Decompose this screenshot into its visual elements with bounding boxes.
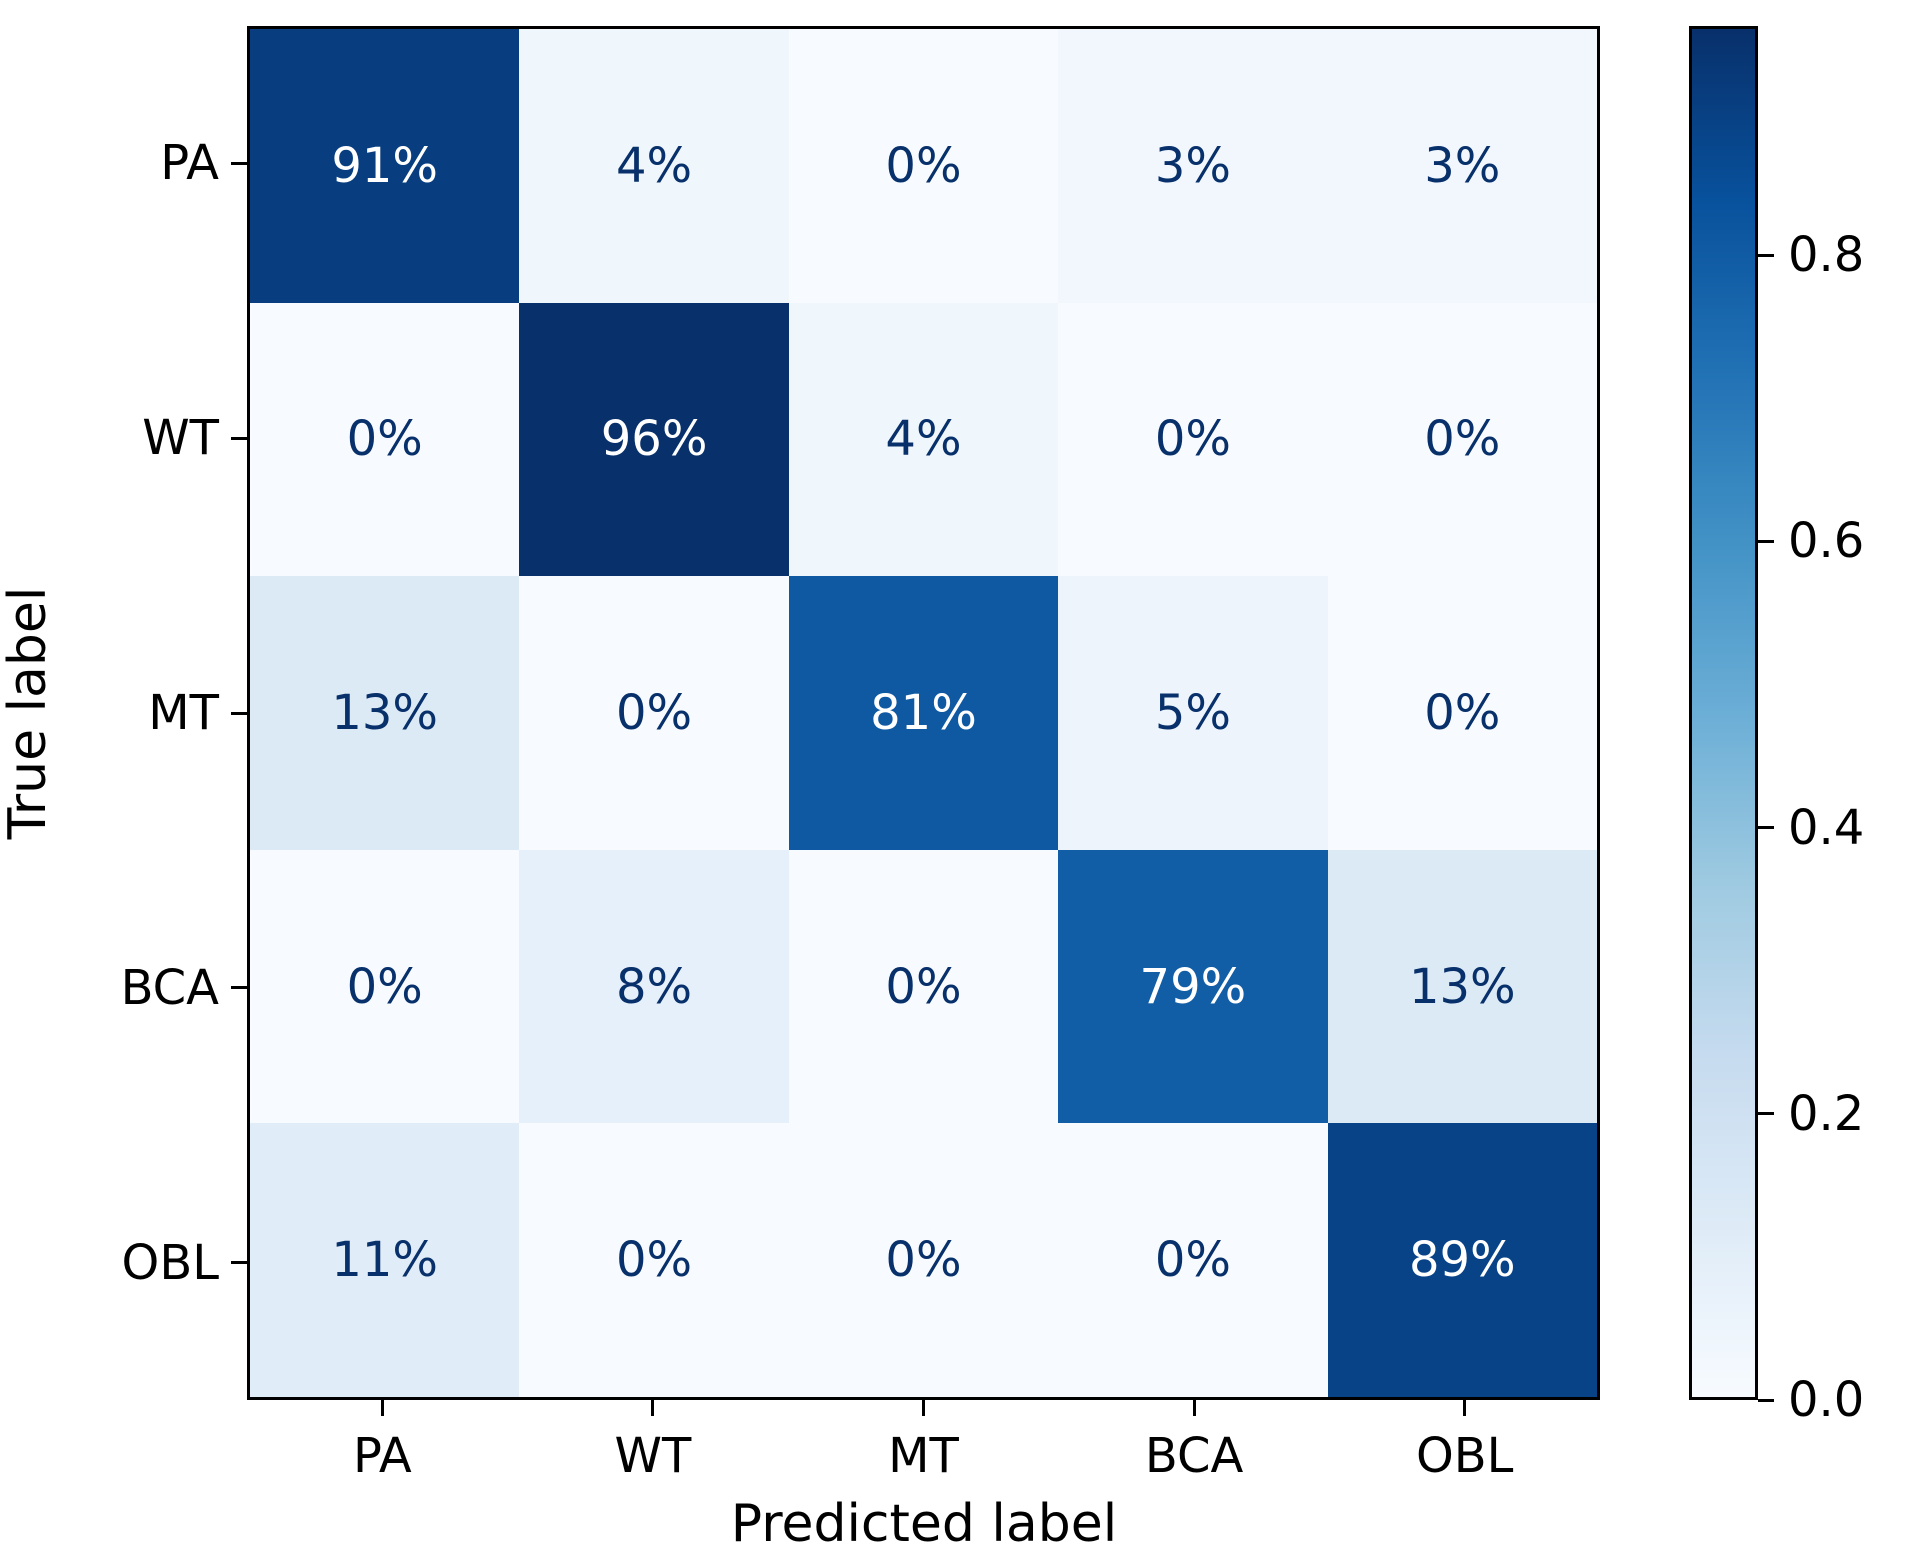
matrix-cell-WT-PA: 0%	[250, 302, 520, 577]
matrix-cell-WT-BCA: 0%	[1058, 302, 1328, 577]
colorbar-tick-label-0.4: 0.4	[1788, 799, 1865, 856]
colorbar-tick-label-0.2: 0.2	[1788, 1085, 1865, 1142]
cell-value-label: 5%	[1154, 684, 1231, 741]
matrix-cell-PA-MT: 0%	[788, 29, 1059, 303]
cell-value-label: 0%	[885, 958, 962, 1015]
y-tick-label-MT: MT	[148, 685, 219, 741]
matrix-cell-PA-OBL: 3%	[1327, 29, 1597, 303]
y-tick-label-PA: PA	[160, 135, 219, 192]
colorbar-tick-label-0.6: 0.6	[1788, 513, 1865, 570]
cell-value-label: 0%	[885, 137, 962, 194]
y-tick-label-WT: WT	[142, 410, 219, 467]
cell-value-label: 0%	[1154, 411, 1231, 468]
x-tick-mark	[380, 1400, 384, 1416]
x-tick-mark	[651, 1400, 655, 1416]
cell-value-label: 0%	[885, 1232, 962, 1289]
x-tick-label-OBL: OBL	[1415, 1428, 1514, 1484]
heatmap-grid: 91% 4% 0% 3% 3% 0% 96% 4% 0% 0% 13% 0% 81% 5% 0% 0% 8% 0%…	[250, 29, 1597, 1397]
matrix-cell-OBL-BCA: 0%	[1058, 1123, 1328, 1397]
cell-value-label: 11%	[331, 1232, 439, 1289]
matrix-cell-WT-WT: 96%	[519, 302, 789, 577]
colorbar-tick-label-0.8: 0.8	[1788, 227, 1865, 283]
matrix-cell-BCA-MT: 0%	[788, 849, 1059, 1124]
matrix-cell-PA-PA: 91%	[250, 29, 520, 303]
cell-value-label: 13%	[331, 684, 439, 741]
cell-value-label: 89%	[1408, 1232, 1516, 1289]
x-tick-label-MT: MT	[888, 1428, 959, 1484]
matrix-cell-WT-MT: 4%	[788, 302, 1059, 577]
matrix-cell-PA-BCA: 3%	[1058, 29, 1328, 303]
cell-value-label: 3%	[1424, 137, 1501, 194]
matrix-cell-MT-MT: 81%	[788, 576, 1059, 850]
cell-value-label: 81%	[870, 684, 977, 741]
x-tick-mark	[1463, 1400, 1467, 1416]
matrix-cell-BCA-BCA: 79%	[1058, 849, 1328, 1124]
x-tick-label-PA: PA	[352, 1428, 412, 1484]
matrix-cell-PA-WT: 4%	[519, 29, 789, 303]
matrix-cell-BCA-OBL: 13%	[1327, 849, 1597, 1124]
y-tick-mark	[231, 711, 247, 715]
x-tick-label-WT: WT	[614, 1428, 692, 1484]
cell-value-label: 0%	[1424, 684, 1501, 741]
matrix-cell-MT-OBL: 0%	[1327, 576, 1597, 850]
matrix-cell-BCA-PA: 0%	[250, 849, 520, 1124]
matrix-cell-OBL-MT: 0%	[788, 1123, 1059, 1397]
x-axis-title: Predicted label	[730, 1494, 1118, 1554]
cell-value-label: 0%	[616, 1232, 693, 1289]
cell-value-label: 13%	[1408, 958, 1516, 1015]
cell-value-label: 79%	[1139, 958, 1247, 1015]
x-tick-mark	[922, 1400, 925, 1416]
colorbar-tick-mark	[1758, 1398, 1774, 1402]
y-tick-mark	[231, 436, 247, 440]
colorbar	[1689, 26, 1758, 1400]
cell-value-label: 8%	[616, 958, 693, 1015]
y-axis-title-text: True label	[0, 586, 58, 840]
y-tick-label-OBL: OBL	[121, 1234, 219, 1291]
y-tick-mark	[231, 161, 247, 165]
matrix-cell-OBL-PA: 11%	[250, 1123, 520, 1397]
cell-value-label: 0%	[346, 958, 423, 1015]
cell-value-label: 0%	[616, 684, 693, 741]
matrix-cell-MT-PA: 13%	[250, 576, 520, 850]
cell-value-label: 0%	[1154, 1232, 1231, 1289]
colorbar-tick-mark	[1758, 826, 1774, 829]
cell-value-label: 0%	[346, 411, 423, 468]
cell-value-label: 3%	[1154, 137, 1231, 194]
colorbar-tick-label-0.0: 0.0	[1788, 1372, 1865, 1428]
x-tick-label-BCA: BCA	[1144, 1428, 1244, 1484]
y-tick-label-BCA: BCA	[120, 959, 219, 1016]
matrix-cell-MT-BCA: 5%	[1058, 576, 1328, 850]
colorbar-tick-mark	[1758, 1112, 1774, 1116]
matrix-cell-OBL-WT: 0%	[519, 1123, 789, 1397]
cell-value-label: 4%	[616, 137, 693, 194]
y-tick-mark	[231, 986, 247, 990]
colorbar-tick-mark	[1758, 253, 1774, 257]
matrix-cell-WT-OBL: 0%	[1327, 302, 1597, 577]
cell-value-label: 96%	[600, 411, 708, 468]
cell-value-label: 4%	[885, 411, 962, 468]
y-tick-mark	[231, 1261, 247, 1265]
x-tick-mark	[1192, 1400, 1196, 1416]
matrix-cell-BCA-WT: 8%	[519, 849, 789, 1124]
matrix-cell-OBL-OBL: 89%	[1327, 1123, 1597, 1397]
colorbar-tick-mark	[1758, 539, 1774, 543]
plot-area: 91% 4% 0% 3% 3% 0% 96% 4% 0% 0% 13% 0% 81% 5% 0% 0% 8% 0%…	[247, 26, 1600, 1400]
cell-value-label: 91%	[331, 137, 439, 194]
cell-value-label: 0%	[1424, 411, 1501, 468]
matrix-cell-MT-WT: 0%	[519, 576, 789, 850]
